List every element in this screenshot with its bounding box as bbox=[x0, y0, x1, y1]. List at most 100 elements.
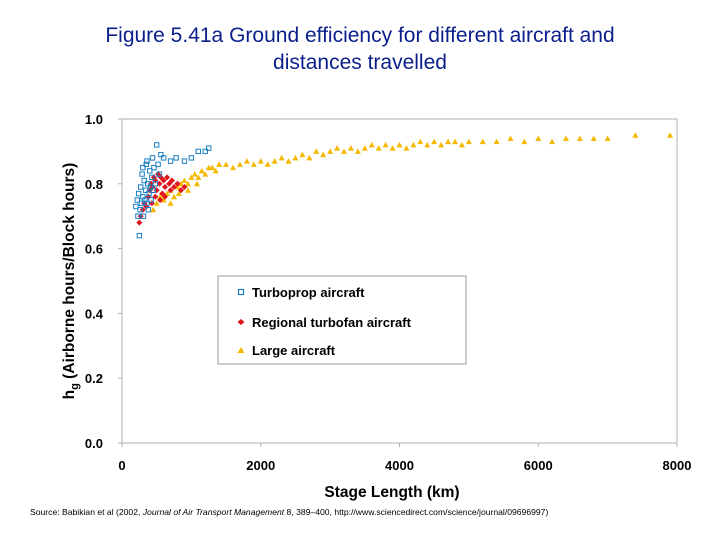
turboprop-point bbox=[144, 158, 150, 164]
turboprop-point bbox=[140, 213, 147, 219]
large-aircraft-point bbox=[382, 141, 389, 148]
turboprop-point bbox=[145, 207, 152, 213]
large-aircraft-point bbox=[424, 141, 431, 148]
large-aircraft-point bbox=[212, 167, 219, 174]
turboprop-point bbox=[206, 145, 212, 151]
large-aircraft-point bbox=[535, 135, 542, 141]
regional-turbofan-point bbox=[174, 180, 181, 187]
turboprop-point bbox=[153, 142, 160, 148]
y-axis-subscript: g bbox=[69, 383, 81, 390]
y-axis-title: hg (Airborne hours/Block hours) bbox=[61, 163, 81, 400]
axis-ticks: 0.0 0.2 0.4 0.6 0.8 1.0 0 2000 4000 6000 8000 bbox=[85, 112, 692, 473]
large-aircraft-point bbox=[334, 145, 341, 151]
large-aircraft-point bbox=[195, 174, 202, 180]
large-aircraft-point bbox=[243, 158, 250, 164]
regional-turbofan-point bbox=[137, 213, 144, 220]
large-aircraft-point bbox=[191, 171, 198, 177]
source-suffix: 8, 389–400, http://www.sciencedirect.com… bbox=[284, 507, 549, 517]
turboprop-point bbox=[136, 232, 143, 239]
large-aircraft-point bbox=[396, 141, 403, 148]
legend-regional-marker bbox=[237, 319, 245, 325]
large-aircraft-point bbox=[292, 154, 299, 161]
turboprop-point bbox=[141, 177, 147, 184]
y-axis-symbol: h bbox=[61, 390, 78, 399]
title-line-1: Figure 5.41a Ground efficiency for diffe… bbox=[105, 24, 615, 47]
y-tick-label: 0.0 bbox=[85, 436, 103, 451]
large-aircraft-point bbox=[576, 135, 583, 141]
y-tick-label: 0.8 bbox=[85, 177, 103, 192]
large-aircraft-point bbox=[632, 132, 639, 138]
large-aircraft-point bbox=[175, 190, 182, 197]
large-aircraft-point bbox=[431, 138, 438, 145]
turboprop-point bbox=[167, 158, 174, 164]
large-aircraft-point bbox=[563, 135, 569, 141]
y-tick-label: 0.6 bbox=[85, 242, 103, 257]
regional-turbofan-point bbox=[167, 187, 174, 194]
x-tick-label: 6000 bbox=[524, 458, 553, 473]
large-aircraft-point bbox=[153, 200, 160, 206]
turboprop-point bbox=[149, 174, 155, 181]
legend-box bbox=[217, 275, 467, 365]
turboprop-point bbox=[147, 184, 154, 190]
large-aircraft-point bbox=[202, 171, 209, 177]
large-aircraft-point bbox=[452, 138, 458, 145]
large-aircraft-point bbox=[230, 164, 236, 171]
large-aircraft-point bbox=[590, 135, 597, 141]
turboprop-point bbox=[202, 148, 208, 155]
turboprop-point bbox=[150, 187, 156, 193]
large-aircraft-point bbox=[250, 161, 257, 167]
turboprop-point bbox=[155, 161, 161, 168]
large-aircraft-point bbox=[285, 158, 292, 164]
large-aircraft-point bbox=[507, 135, 514, 141]
large-aircraft-point bbox=[458, 141, 465, 148]
large-aircraft-point bbox=[389, 145, 396, 151]
x-tick-label: 8000 bbox=[663, 458, 692, 473]
y-tick-label: 1.0 bbox=[85, 112, 103, 127]
large-aircraft-point bbox=[361, 145, 368, 151]
source-journal: Journal of Air Transport Management bbox=[142, 507, 285, 517]
x-tick-label: 2000 bbox=[246, 458, 275, 473]
large-aircraft-point bbox=[171, 193, 178, 200]
regional-turbofan-point bbox=[181, 184, 188, 191]
large-aircraft-point bbox=[160, 197, 167, 203]
large-aircraft-point bbox=[184, 187, 191, 193]
turboprop-point bbox=[181, 158, 188, 164]
legend-regional-label: Regional turbofan aircraft bbox=[252, 315, 412, 330]
large-aircraft-point bbox=[216, 161, 223, 167]
large-aircraft-point bbox=[375, 145, 382, 151]
turboprop-point bbox=[138, 184, 144, 190]
large-aircraft-point bbox=[177, 180, 184, 187]
source-note: Source: Babikian et al (2002, Journal of… bbox=[30, 507, 710, 517]
large-aircraft-point bbox=[193, 180, 200, 187]
large-aircraft-point bbox=[521, 138, 528, 145]
turboprop-point bbox=[139, 171, 145, 177]
large-aircraft-point bbox=[403, 145, 410, 151]
turboprop-point bbox=[142, 187, 149, 193]
large-aircraft-point bbox=[354, 148, 361, 154]
large-aircraft-point bbox=[271, 158, 278, 164]
large-aircraft-point bbox=[417, 138, 424, 145]
turboprop-point bbox=[158, 151, 164, 158]
large-aircraft-point bbox=[341, 148, 347, 154]
turboprop-point bbox=[144, 200, 150, 206]
large-aircraft-point bbox=[198, 167, 205, 174]
turboprop-point bbox=[144, 181, 151, 187]
large-aircraft-point bbox=[223, 161, 230, 167]
large-aircraft-point bbox=[438, 141, 445, 148]
large-aircraft-point bbox=[327, 148, 334, 154]
regional-turbofan-point bbox=[139, 206, 146, 213]
regional-turbofan-point bbox=[171, 184, 178, 191]
turboprop-point bbox=[138, 200, 145, 206]
regional-turbofan-point bbox=[177, 187, 184, 194]
legend: Turboprop aircraft Regional turbofan air… bbox=[217, 275, 467, 365]
turboprop-point bbox=[137, 207, 143, 213]
regional-turbofan-point bbox=[168, 177, 175, 184]
large-aircraft-point bbox=[347, 145, 354, 151]
turboprop-point bbox=[151, 164, 157, 171]
turboprop-point bbox=[147, 168, 153, 174]
x-axis-title: Stage Length (km) bbox=[324, 484, 459, 501]
regional-turbofan-point bbox=[159, 190, 166, 197]
large-aircraft-point bbox=[257, 158, 264, 164]
turboprop-point bbox=[148, 197, 154, 203]
y-axis-label: (Airborne hours/Block hours) bbox=[61, 163, 78, 383]
